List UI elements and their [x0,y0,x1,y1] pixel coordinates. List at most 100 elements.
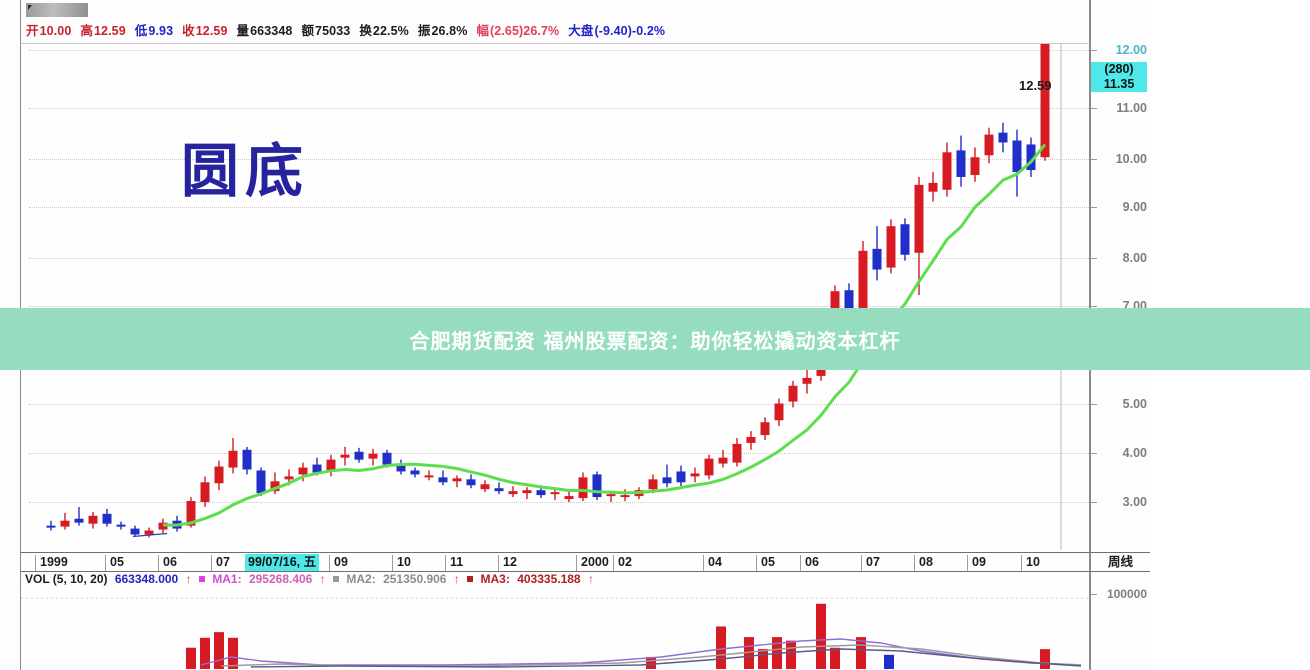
period-label[interactable]: 周线 [1090,552,1150,572]
last-price-callout: 12.59 [1019,78,1052,93]
vol-ma2-label: MA2: [346,572,376,586]
price-axis-dash [1091,404,1097,405]
volume-bar [884,654,894,669]
price-axis-dash [1091,108,1097,109]
candle [410,467,420,478]
candle [676,465,686,487]
price-gridline [29,453,1089,454]
price-cursor-readout: (280) 11.35 [1091,62,1147,92]
price-gridline [29,50,1089,51]
candle [1012,129,1022,197]
candle [718,449,728,468]
candle [340,446,350,466]
price-axis-dash [1091,159,1097,160]
price-chart-pane[interactable]: 圆底 12.59 2.28 [20,44,1090,552]
volume-axis-dash [1091,594,1097,595]
volume-bar [186,647,196,669]
candle [144,527,154,538]
candle [466,474,476,489]
quote-field-value: (2.65)26.7% [490,24,560,38]
price-axis-dash [1091,502,1097,503]
quote-field-6: 换22.5% [359,20,409,39]
candlestick-plot [46,44,1062,550]
quote-field-label: 开 [26,24,39,38]
price-gridline [29,159,1089,160]
date-axis[interactable]: 1999 05 06 07 09 10 11 12 2000 02 04 05 06 07 08 09 10 99… [20,552,1090,572]
candle [970,147,980,182]
quote-field-value: 663348 [250,24,293,38]
candle [942,142,952,197]
quote-field-label: 额 [301,24,315,38]
date-tick-07: 07 [861,555,880,571]
volume-bar [744,637,754,669]
price-axis-dash [1091,306,1097,307]
quote-values-line: 开10.00 高12.59 低9.93 收12.59 量663348 额75033 换22.… [26,20,674,39]
price-axis-tick-12-00: 12.00 [1115,43,1147,57]
candle [746,431,756,450]
symbol-name-chip[interactable] [26,3,88,17]
quote-field-7: 振26.8% [418,20,468,39]
ma3-color-swatch [467,576,474,582]
candle [116,521,126,530]
price-gridline [29,502,1089,503]
volume-axis[interactable]: 100000 [1090,572,1150,670]
candle [368,448,378,466]
ma1-arrow-icon: ↑ [319,572,326,586]
candle [690,467,700,483]
date-tick-05: 05 [756,555,775,571]
date-tick-1999: 1999 [35,555,68,571]
candle [760,417,770,440]
vol-ma3-value: 403335.188 [517,572,581,586]
candle [578,472,588,502]
volume-bar [214,632,224,669]
pattern-annotation-label: 圆底 [181,137,310,205]
price-gridline [29,404,1089,405]
candle [550,488,560,501]
volume-bar [716,626,726,669]
volume-chart-pane[interactable] [20,587,1090,670]
price-gridline [29,207,1089,208]
candle [60,512,70,530]
candle [228,437,238,474]
quote-header-bar: 开10.00 高12.59 低9.93 收12.59 量663348 额75033 换22.… [20,0,1090,44]
candle [1040,44,1050,161]
promo-banner[interactable]: 合肥期货配资 福州股票配资：助你轻松撬动资本杠杆 [0,308,1310,370]
date-tick-09: 09 [967,555,986,571]
date-tick-10: 10 [1021,555,1040,571]
price-gridline [29,108,1089,109]
candle [662,464,672,488]
vol-ma1-value: 295268.406 [248,572,313,586]
symbol-marker-icon [28,5,32,10]
quote-field-value: 10.00 [39,24,72,38]
price-axis-tick-4-00: 4.00 [1122,446,1147,460]
volume-bar [646,656,656,669]
date-tick-2000: 2000 [576,555,609,571]
volume-bar [830,647,840,669]
date-tick-04: 04 [703,555,722,571]
candle [74,506,84,526]
candle [592,471,602,501]
candle [900,218,910,261]
quote-field-value: 26.8% [431,24,468,38]
vol-value: 663348.000 [114,572,179,586]
candle [522,487,532,500]
date-tick-06: 06 [800,555,819,571]
candle [452,475,462,488]
price-axis-tick-5-00: 5.00 [1122,397,1147,411]
quote-field-label: 低 [134,24,148,38]
quote-field-value: 12.59 [94,24,126,38]
candle [88,511,98,529]
candle [914,176,924,296]
candle [1026,137,1036,177]
price-axis-tick-9-00: 9.00 [1122,200,1147,214]
candle [620,489,630,502]
price-axis[interactable]: 12.0011.0010.009.008.007.006.005.004.003… [1090,0,1150,552]
ma3-arrow-icon: ↑ [587,572,594,586]
candle [396,459,406,475]
price-gridline [29,258,1089,259]
date-tick-09: 09 [329,555,348,571]
quote-field-1: 高12.59 [80,20,125,39]
quote-field-label: 量 [236,24,250,38]
ma2-arrow-icon: ↑ [453,572,460,586]
